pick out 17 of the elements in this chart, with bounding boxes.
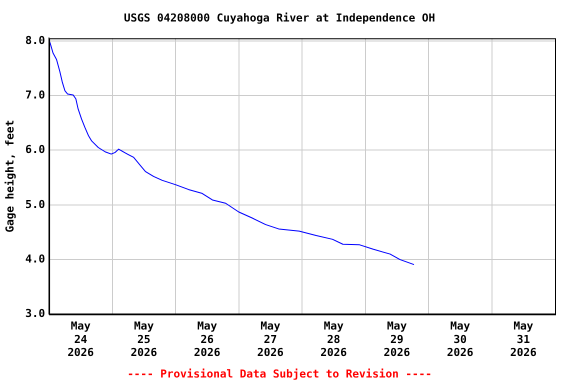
x-tick-label: May 30 2026: [446, 320, 474, 360]
y-tick-label: 4.0: [25, 252, 46, 266]
y-tick-label: 7.0: [25, 88, 46, 102]
chart-title: USGS 04208000 Cuyahoga River at Independence OH: [124, 11, 436, 24]
y-tick-label: 6.0: [25, 143, 46, 156]
x-tick-label: May 31 2026: [510, 320, 537, 360]
y-axis-title: Gage height, feet: [3, 120, 16, 232]
x-tick-label: May 25 2026: [130, 320, 158, 360]
text: ---- Provisional Data Subject to Revision ----: [127, 367, 432, 380]
y-tick-label: 5.0: [25, 198, 46, 211]
y-tick-label: 8.0: [25, 34, 46, 47]
x-tick-label: May 27 2026: [257, 320, 284, 360]
x-tick-label: May 28 2026: [320, 320, 348, 360]
x-tick-label: May 26 2026: [194, 320, 221, 360]
y-tick-label: 3.0: [25, 307, 46, 320]
x-tick-label: May 24 2026: [67, 320, 94, 360]
x-tick-label: May 29 2026: [384, 320, 411, 360]
